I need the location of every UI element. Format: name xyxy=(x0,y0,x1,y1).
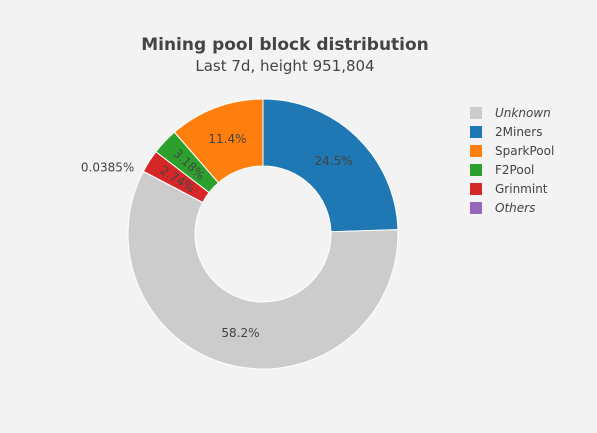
legend-swatch-sparkpool xyxy=(470,145,482,157)
legend-label-2miners: 2Miners xyxy=(495,125,543,139)
legend-item-others[interactable]: Others xyxy=(470,201,535,215)
legend-swatch-unknown xyxy=(470,107,482,119)
legend-label-others: Others xyxy=(495,201,535,215)
legend-swatch-f2pool xyxy=(470,164,482,176)
legend-swatch-others xyxy=(470,202,482,214)
legend-label-f2pool: F2Pool xyxy=(495,163,534,177)
legend-label-sparkpool: SparkPool xyxy=(495,144,554,158)
chart-subtitle: Last 7d, height 951,804 xyxy=(195,57,374,75)
slice-label-unknown: 58.2% xyxy=(221,326,259,340)
legend-swatch-2miners xyxy=(470,126,482,138)
legend-swatch-grinmint xyxy=(470,183,482,195)
slice-unknown[interactable] xyxy=(127,170,399,370)
slice-label-2miners: 24.5% xyxy=(315,154,353,168)
legend-label-unknown: Unknown xyxy=(495,106,551,120)
legend-label-grinmint: Grinmint xyxy=(495,182,548,196)
legend[interactable]: Unknown 2Miners SparkPool F2Pool Grinmint Oth… xyxy=(470,106,554,215)
slice-label-sparkpool: 11.4% xyxy=(208,132,246,146)
legend-item-unknown[interactable]: Unknown xyxy=(470,106,551,120)
legend-item-2miners[interactable]: 2Miners xyxy=(470,125,543,139)
chart-title: Mining pool block distribution xyxy=(141,35,429,55)
legend-item-sparkpool[interactable]: SparkPool xyxy=(470,144,554,158)
slice-label-others: 0.0385% xyxy=(81,161,134,175)
slice-2miners[interactable] xyxy=(262,98,399,233)
donut-slices xyxy=(127,98,399,370)
legend-item-f2pool[interactable]: F2Pool xyxy=(470,163,534,177)
slice-sparkpool[interactable] xyxy=(173,98,264,184)
legend-item-grinmint[interactable]: Grinmint xyxy=(470,182,548,196)
